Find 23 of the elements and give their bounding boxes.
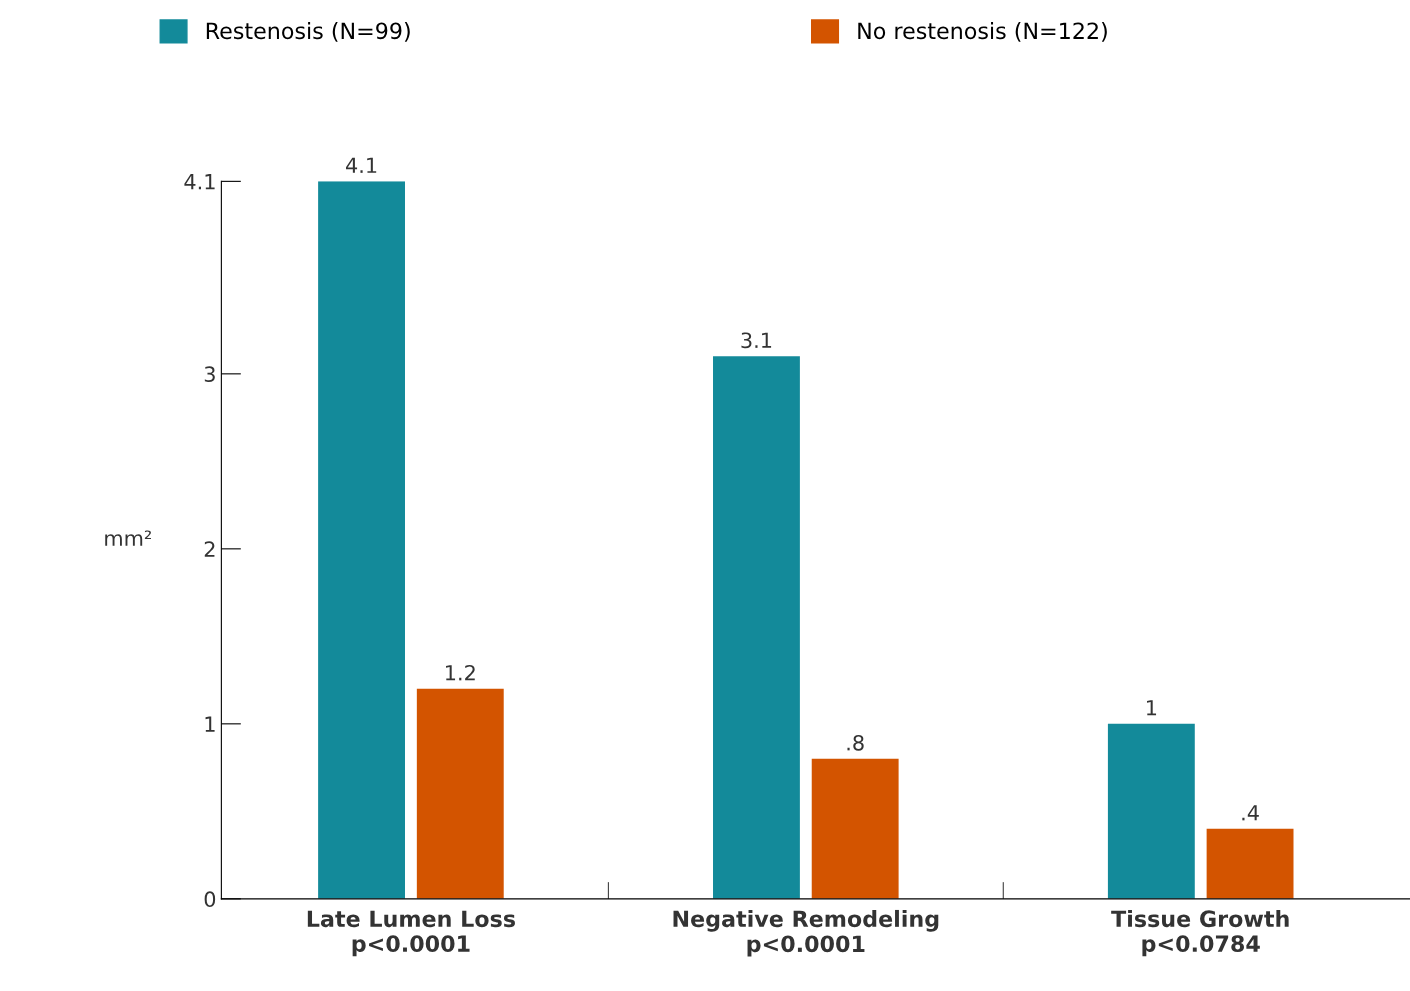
bar: [416, 688, 504, 899]
y-tick-label: 2: [204, 541, 215, 557]
y-axis-title: mm²: [105, 530, 151, 546]
y-tick-label: 0: [204, 891, 216, 908]
x-tick-label: Late Lumen Loss p<0.0001: [307, 910, 515, 957]
data-label: 4.1: [346, 157, 377, 173]
x-tick-label: Negative Remodeling p<0.0001: [673, 909, 939, 957]
data-label: 3.1: [741, 332, 772, 349]
legend-label: Restenosis (N=99): [206, 22, 410, 42]
y-tick-label: 4.1: [184, 174, 215, 190]
data-label: .8: [847, 734, 864, 751]
bar: [1107, 723, 1195, 899]
bar: [1206, 828, 1294, 899]
bar: [713, 356, 800, 899]
data-label: 1: [1147, 700, 1157, 716]
bar: [318, 181, 405, 899]
bar: [811, 758, 899, 899]
y-tick-label: 1: [205, 716, 215, 732]
legend-label: No restenosis (N=122): [858, 22, 1107, 42]
x-tick-label: Tissue Growth p<0.0784: [1111, 909, 1289, 957]
data-label: .4: [1242, 805, 1259, 821]
data-label: 1.2: [446, 664, 475, 681]
y-tick-label: 3: [204, 366, 215, 383]
